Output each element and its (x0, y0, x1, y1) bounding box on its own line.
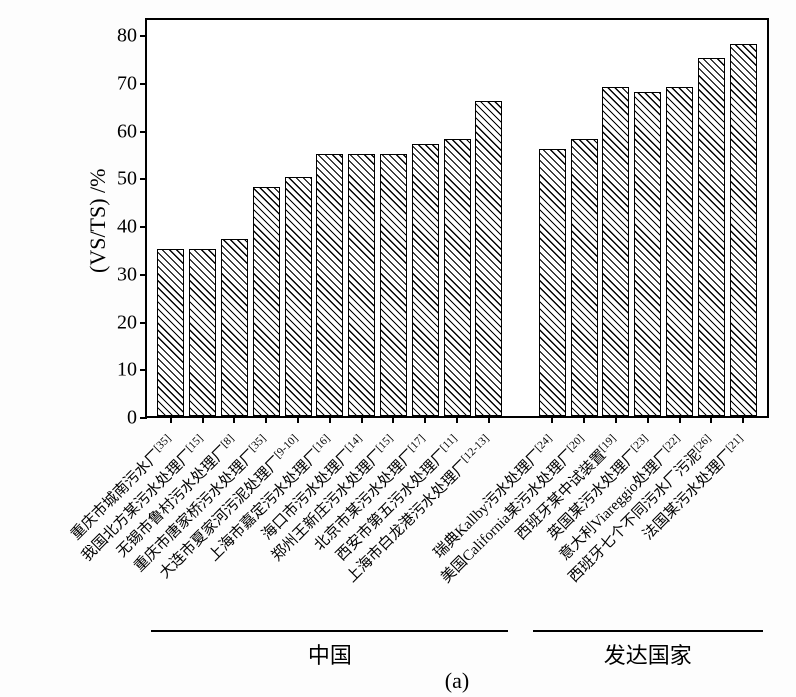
bar-hatch (348, 154, 375, 416)
bar (189, 249, 216, 416)
y-tick-label: 50 (117, 168, 147, 191)
bar (253, 187, 280, 416)
bar (221, 239, 248, 416)
x-tick-mark (742, 416, 744, 423)
x-tick-mark (424, 416, 426, 423)
bar (412, 144, 439, 416)
bar (539, 149, 566, 416)
x-tick-mark (710, 416, 712, 423)
bar-hatch (666, 87, 693, 416)
x-category-ref: [12-13] (459, 433, 491, 465)
bar (602, 87, 629, 416)
bar (316, 154, 343, 416)
subcaption: (a) (145, 668, 769, 694)
bar-hatch (285, 177, 312, 416)
group-underline (151, 630, 508, 632)
bar (285, 177, 312, 416)
bar-hatch (571, 139, 598, 416)
x-tick-mark (170, 416, 172, 423)
bar-hatch (253, 187, 280, 416)
bar-hatch (475, 101, 502, 416)
bar-hatch (380, 154, 407, 416)
bar-hatch (157, 249, 184, 416)
bar (634, 92, 661, 416)
x-tick-mark (456, 416, 458, 423)
bar (475, 101, 502, 416)
y-tick-label: 20 (117, 311, 147, 334)
x-tick-mark (361, 416, 363, 423)
x-tick-mark (329, 416, 331, 423)
bar-hatch (221, 239, 248, 416)
x-tick-mark (488, 416, 490, 423)
x-tick-mark (551, 416, 553, 423)
y-tick-label: 60 (117, 120, 147, 143)
bar-hatch (539, 149, 566, 416)
group-label: 中国 (157, 638, 502, 670)
group-underline (533, 630, 763, 632)
y-tick-label: 70 (117, 73, 147, 96)
x-tick-mark (647, 416, 649, 423)
x-tick-mark (233, 416, 235, 423)
bar-hatch (412, 144, 439, 416)
x-tick-mark (583, 416, 585, 423)
bar (730, 44, 757, 416)
bar-hatch (189, 249, 216, 416)
x-tick-mark (202, 416, 204, 423)
plot-area: 01020304050607080 (145, 18, 769, 418)
figure-container: (VS/TS) /% 01020304050607080 重庆市城南污水厂[35… (0, 0, 796, 697)
bar-hatch (634, 92, 661, 416)
bar-hatch (730, 44, 757, 416)
bar (698, 58, 725, 416)
x-tick-mark (265, 416, 267, 423)
bar (157, 249, 184, 416)
y-tick-label: 80 (117, 25, 147, 48)
bar (348, 154, 375, 416)
bar-hatch (316, 154, 343, 416)
bar-hatch (602, 87, 629, 416)
group-label: 发达国家 (539, 638, 757, 670)
bar (380, 154, 407, 416)
y-axis-label: (VS/TS) /% (85, 169, 111, 274)
bar-hatch (698, 58, 725, 416)
y-tick-label: 0 (127, 407, 147, 430)
x-tick-mark (615, 416, 617, 423)
y-tick-label: 40 (117, 216, 147, 239)
x-tick-mark (392, 416, 394, 423)
x-tick-mark (297, 416, 299, 423)
bar (444, 139, 471, 416)
bar-hatch (444, 139, 471, 416)
bar (666, 87, 693, 416)
bar (571, 139, 598, 416)
y-tick-label: 30 (117, 263, 147, 286)
x-tick-mark (679, 416, 681, 423)
y-tick-label: 10 (117, 359, 147, 382)
